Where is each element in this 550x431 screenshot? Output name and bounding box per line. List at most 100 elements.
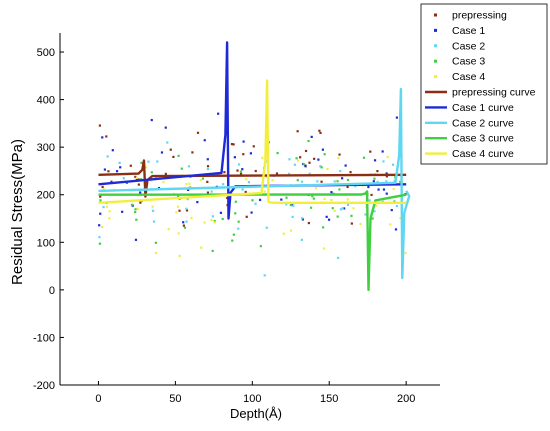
scatter-point — [247, 181, 251, 184]
scatter-point — [231, 239, 234, 242]
scatter-point — [101, 225, 104, 229]
scatter-point — [288, 158, 291, 161]
scatter-point — [382, 160, 385, 163]
scatter-point — [102, 188, 105, 191]
scatter-point — [370, 193, 373, 197]
scatter-point — [250, 211, 253, 214]
scatter-point — [183, 226, 187, 229]
scatter-point — [196, 131, 200, 134]
scatter-point — [155, 251, 158, 255]
scatter-point — [307, 221, 310, 225]
scatter-point — [169, 148, 172, 151]
scatter-point — [285, 196, 288, 199]
scatter-point — [135, 218, 138, 221]
scatter-point — [164, 126, 167, 129]
scatter-point — [237, 227, 240, 230]
scatter-point — [242, 153, 245, 156]
scatter-point — [200, 246, 203, 249]
scatter-point — [285, 203, 288, 206]
scatter-point — [344, 164, 347, 167]
scatter-point — [389, 223, 392, 226]
scatter-point — [210, 190, 213, 193]
scatter-point — [275, 172, 279, 175]
scatter-point — [322, 247, 326, 250]
scatter-point — [196, 200, 199, 204]
scatter-point — [326, 167, 329, 171]
scatter-point — [105, 135, 108, 138]
legend-label: Case 2 curve — [452, 117, 514, 129]
scatter-point — [263, 274, 266, 277]
scatter-point — [318, 129, 321, 132]
scatter-point — [151, 209, 155, 212]
legend-label: Case 3 curve — [452, 133, 514, 145]
scatter-point — [121, 210, 124, 213]
scatter-point — [312, 197, 315, 200]
scatter-point — [137, 183, 140, 186]
legend-label: Case 4 curve — [452, 148, 514, 160]
scatter-point — [280, 198, 283, 201]
scatter-point — [110, 180, 113, 183]
scatter-point — [313, 157, 316, 160]
scatter-point — [258, 198, 262, 201]
scatter-point — [317, 158, 320, 161]
scatter-point — [325, 215, 328, 218]
scatter-point — [309, 206, 313, 209]
scatter-point — [98, 224, 101, 227]
scatter-point — [245, 215, 248, 218]
scatter-point — [346, 185, 349, 189]
scatter-point — [375, 204, 378, 207]
scatter-point — [98, 236, 101, 239]
scatter-point — [319, 165, 322, 168]
scatter-point — [191, 151, 194, 154]
scatter-point — [172, 155, 175, 158]
scatter-point — [199, 178, 202, 182]
scatter-point — [210, 218, 213, 222]
scatter-point — [201, 177, 205, 180]
scatter-point — [182, 221, 185, 224]
scatter-point — [289, 229, 293, 232]
scatter-point — [244, 190, 247, 194]
scatter-point — [311, 195, 314, 198]
scatter-point — [118, 161, 121, 164]
scatter-point — [295, 157, 298, 160]
scatter-point — [350, 222, 353, 225]
scatter-point — [185, 209, 189, 212]
scatter-point — [185, 220, 188, 223]
curve-line — [98, 87, 411, 280]
legend-label: Case 2 — [452, 40, 485, 52]
scatter-point — [178, 209, 181, 212]
scatter-point — [296, 130, 299, 133]
scatter-point — [282, 232, 285, 235]
scatter-point — [393, 200, 396, 203]
scatter-point — [394, 228, 398, 231]
scatter-point — [352, 207, 355, 210]
scatter-point — [404, 251, 407, 255]
scatter-point — [338, 153, 341, 156]
scatter-point — [108, 210, 111, 213]
scatter-point — [206, 165, 210, 168]
scatter-point — [362, 156, 366, 159]
y-tick-label: 300 — [37, 142, 55, 154]
scatter-point — [105, 205, 109, 208]
scatter-point — [327, 218, 331, 221]
x-axis-title: Depth(Å) — [230, 406, 282, 421]
scatter-point — [134, 211, 137, 214]
scatter-point — [106, 155, 109, 158]
scatter-point — [376, 180, 379, 184]
scatter-point — [323, 153, 326, 156]
scatter-point — [101, 185, 104, 189]
scatter-point — [399, 180, 402, 183]
scatter-point — [382, 188, 386, 191]
scatter-point — [147, 160, 150, 163]
scatter-point — [144, 166, 148, 169]
scatter-point — [395, 204, 399, 208]
legend: prepressing Case 1 Case 2 Case 3 Case 4 prepr… — [420, 3, 548, 165]
scatter-point — [99, 212, 102, 215]
scatter-point — [300, 180, 304, 183]
legend-label: prepressing curve — [452, 87, 536, 99]
y-tick-label: -200 — [33, 380, 55, 392]
scatter-point — [177, 154, 180, 157]
scatter-point — [350, 214, 353, 217]
scatter-point — [359, 222, 362, 226]
